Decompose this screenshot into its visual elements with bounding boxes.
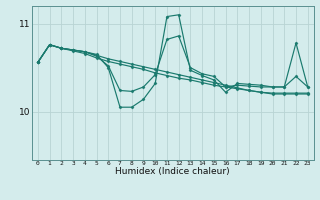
- X-axis label: Humidex (Indice chaleur): Humidex (Indice chaleur): [116, 167, 230, 176]
